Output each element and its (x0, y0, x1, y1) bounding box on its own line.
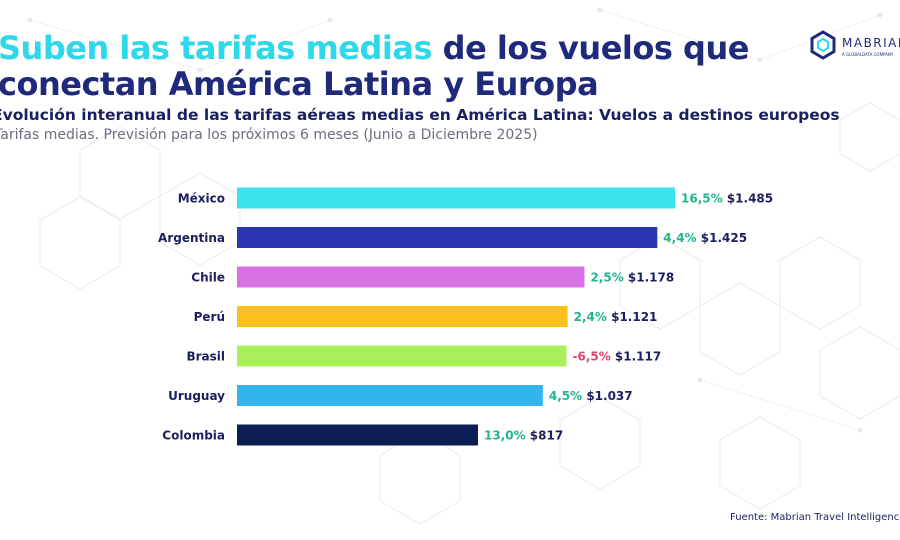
title-accent: Suben las tarifas medias (0, 29, 433, 67)
data-label: 2,5% $1.178 (590, 271, 674, 285)
bar (237, 187, 675, 209)
category-label: Colombia (162, 429, 225, 443)
data-label: -6,5% $1.117 (572, 350, 661, 364)
page-title: Suben las tarifas medias de los vuelos q… (0, 30, 749, 102)
brand-logo: MABRIAN A GLOBALDATA COMPANY (808, 30, 900, 64)
category-label: Perú (194, 310, 225, 324)
change-label: 4,4% (663, 231, 696, 245)
bar (237, 385, 543, 406)
chart-note: Tarifas medias. Previsión para los próxi… (0, 127, 538, 143)
category-label: Chile (191, 271, 225, 285)
bar (237, 306, 568, 327)
change-label: 4,5% (549, 389, 582, 403)
change-label: -6,5% (572, 350, 610, 364)
value-label: $1.037 (586, 389, 632, 403)
value-label: $1.117 (615, 350, 661, 364)
logo-name: MABRIAN (842, 36, 900, 50)
data-label: 13,0% $817 (484, 429, 563, 443)
source-note: Fuente: Mabrian Travel Intelligence (730, 512, 900, 523)
change-label: 2,5% (590, 271, 623, 285)
value-label: $1.178 (628, 271, 674, 285)
bar (237, 266, 585, 288)
logo-tagline: A GLOBALDATA COMPANY (842, 52, 894, 57)
hexagon-icon (810, 30, 836, 60)
data-label: 2,4% $1.121 (574, 310, 658, 324)
change-label: 13,0% (484, 429, 526, 443)
value-label: $1.425 (701, 231, 747, 245)
value-label: $817 (530, 429, 563, 443)
title-rest: de los vuelos que (432, 29, 750, 67)
data-label: 4,4% $1.425 (663, 231, 747, 245)
value-label: $1.121 (611, 310, 657, 324)
bar (237, 424, 478, 446)
category-label: Argentina (158, 231, 225, 245)
chart-subtitle: Evolución interanual de las tarifas aére… (0, 106, 840, 124)
category-label: México (178, 192, 225, 206)
title-line-2: conectan América Latina y Europa (0, 65, 599, 103)
bar (237, 227, 658, 248)
bar-chart: México 16,5% $1.485 Argentina 4,4% $1.425 Ch… (158, 187, 773, 446)
data-label: 4,5% $1.037 (549, 389, 633, 403)
bar (237, 345, 567, 367)
category-label: Uruguay (168, 389, 225, 403)
change-label: 16,5% (681, 192, 723, 206)
change-label: 2,4% (574, 310, 607, 324)
value-label: $1.485 (727, 192, 773, 206)
data-label: 16,5% $1.485 (681, 192, 773, 206)
category-label: Brasil (186, 350, 225, 364)
